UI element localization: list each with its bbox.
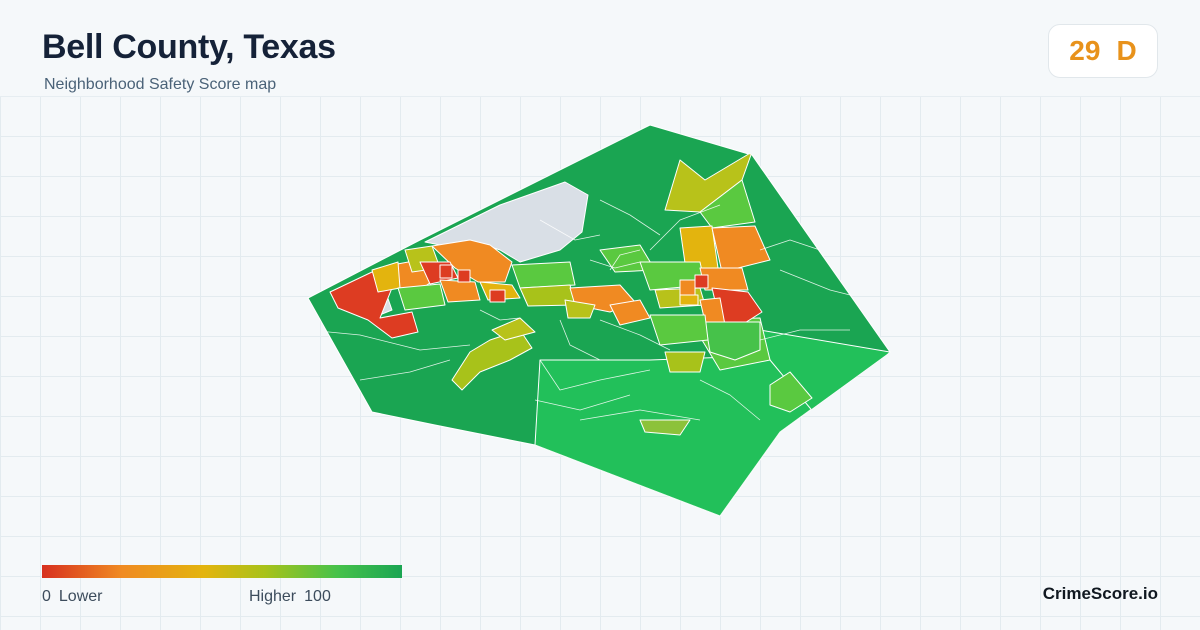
legend-color-bar: [42, 565, 402, 578]
legend-low-label: 0 Lower: [42, 588, 110, 606]
tract-south-small: [639, 419, 691, 436]
tract-dense-red-2: [457, 269, 471, 283]
legend-min-value: 0: [42, 588, 51, 605]
legend-max-value: 100: [304, 588, 331, 605]
legend-max-label: Higher: [249, 588, 297, 605]
tract-dense-orange-2: [489, 289, 506, 303]
tract-north-orange: [711, 225, 771, 273]
tract-dense-red-3: [694, 274, 709, 289]
tract-sw-yellowgreen: [451, 329, 533, 391]
tract-urban-light: [511, 261, 576, 289]
page-title: Bell County, Texas: [42, 28, 336, 66]
brand-logo-text[interactable]: CrimeScore.io: [1042, 584, 1158, 603]
tract-central-yellow-2: [564, 299, 596, 319]
legend-min-label: Lower: [58, 588, 103, 605]
tract-east-spur: [769, 371, 813, 413]
tract-temple-yellow-s: [664, 351, 706, 373]
tract-dense-yellow-1: [679, 294, 699, 306]
tract-dense-orange-1: [679, 279, 696, 296]
header-band: [0, 0, 1200, 97]
score-card: 29 D: [1048, 24, 1158, 78]
score-value: 29: [1069, 35, 1101, 66]
tract-north-light: [699, 179, 756, 229]
tract-central-orange-2: [609, 299, 651, 326]
tract-sw-yellowgreen-2: [491, 317, 536, 341]
page-subtitle: Neighborhood Safety Score map: [44, 76, 277, 93]
tract-dense-red-1: [439, 264, 453, 279]
score-grade: D: [1116, 35, 1137, 66]
tract-temple-green-se: [704, 321, 761, 361]
tract-urban-mix-1: [397, 283, 446, 311]
legend-high-label: Higher 100: [249, 588, 331, 606]
tract-temple-light-w: [649, 314, 709, 346]
